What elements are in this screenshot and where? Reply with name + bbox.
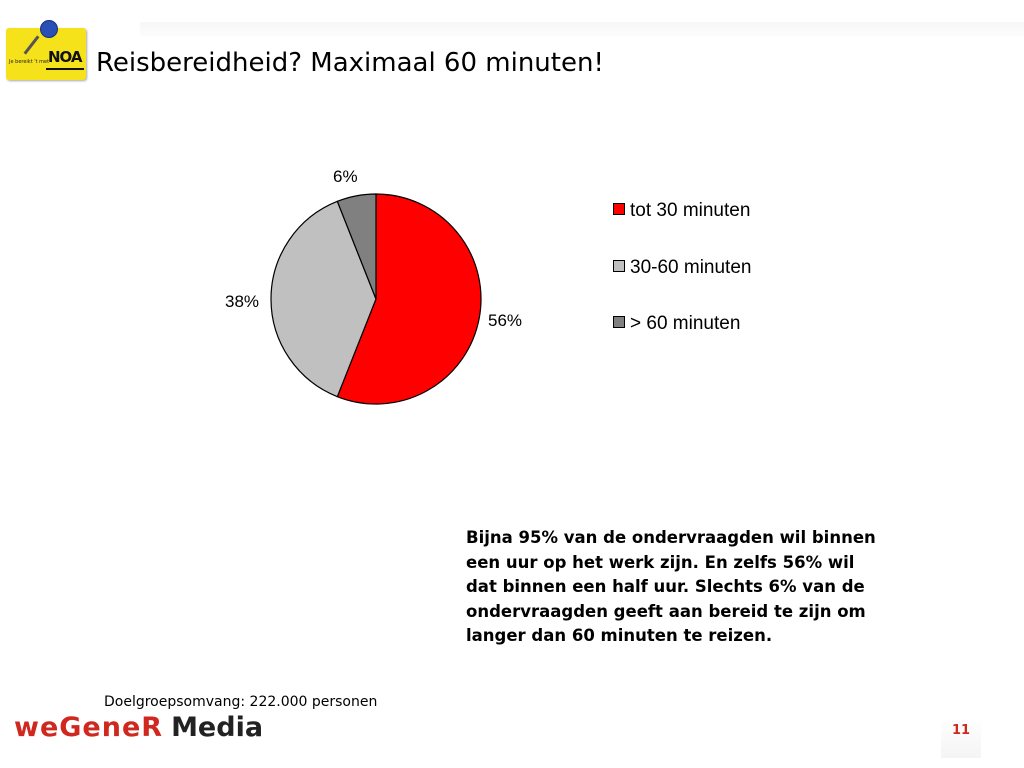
logo-rule (46, 68, 84, 70)
media-word: Media (171, 712, 264, 743)
logo-brand: NOA (48, 48, 83, 66)
pie-slice-tot-30 (336, 193, 482, 405)
pushpin-icon (40, 20, 58, 38)
legend-swatch-light-gray (613, 259, 625, 272)
legend-label: > 60 minuten (630, 313, 741, 334)
page-number: 11 (941, 718, 981, 758)
pie-slice-30-60 (270, 200, 377, 398)
legend-swatch-dark-gray (613, 315, 625, 328)
target-group-size: Doelgroepsomvang: 222.000 personen (104, 694, 378, 710)
pie-label-over-60: 6% (333, 167, 358, 186)
summary-note: Bijna 95% van de ondervraagden wil binne… (466, 528, 876, 645)
wegener-media-logo: weGeneR Media (14, 712, 263, 743)
wegener-word: weGeneR (14, 712, 164, 743)
legend-swatch-red (613, 202, 625, 215)
legend-label: 30-60 minuten (630, 257, 752, 278)
slide-title: Reisbereidheid? Maximaal 60 minuten! (96, 48, 604, 78)
legend-item-tot-30: tot 30 minuten (613, 200, 750, 222)
noa-logo: Je bereikt 't met NOA (6, 20, 86, 80)
top-bar-decoration (140, 22, 1024, 36)
legend-item-30-60: 30-60 minuten (613, 257, 751, 279)
pie-label-30-60: 38% (225, 292, 260, 311)
legend-item-over-60: > 60 minuten (613, 313, 740, 335)
pie-slice-over-60 (336, 193, 377, 300)
pie-label-tot-30: 56% (488, 311, 523, 330)
logo-tagline: Je bereikt 't met (9, 59, 50, 65)
legend-label: tot 30 minuten (630, 200, 751, 221)
